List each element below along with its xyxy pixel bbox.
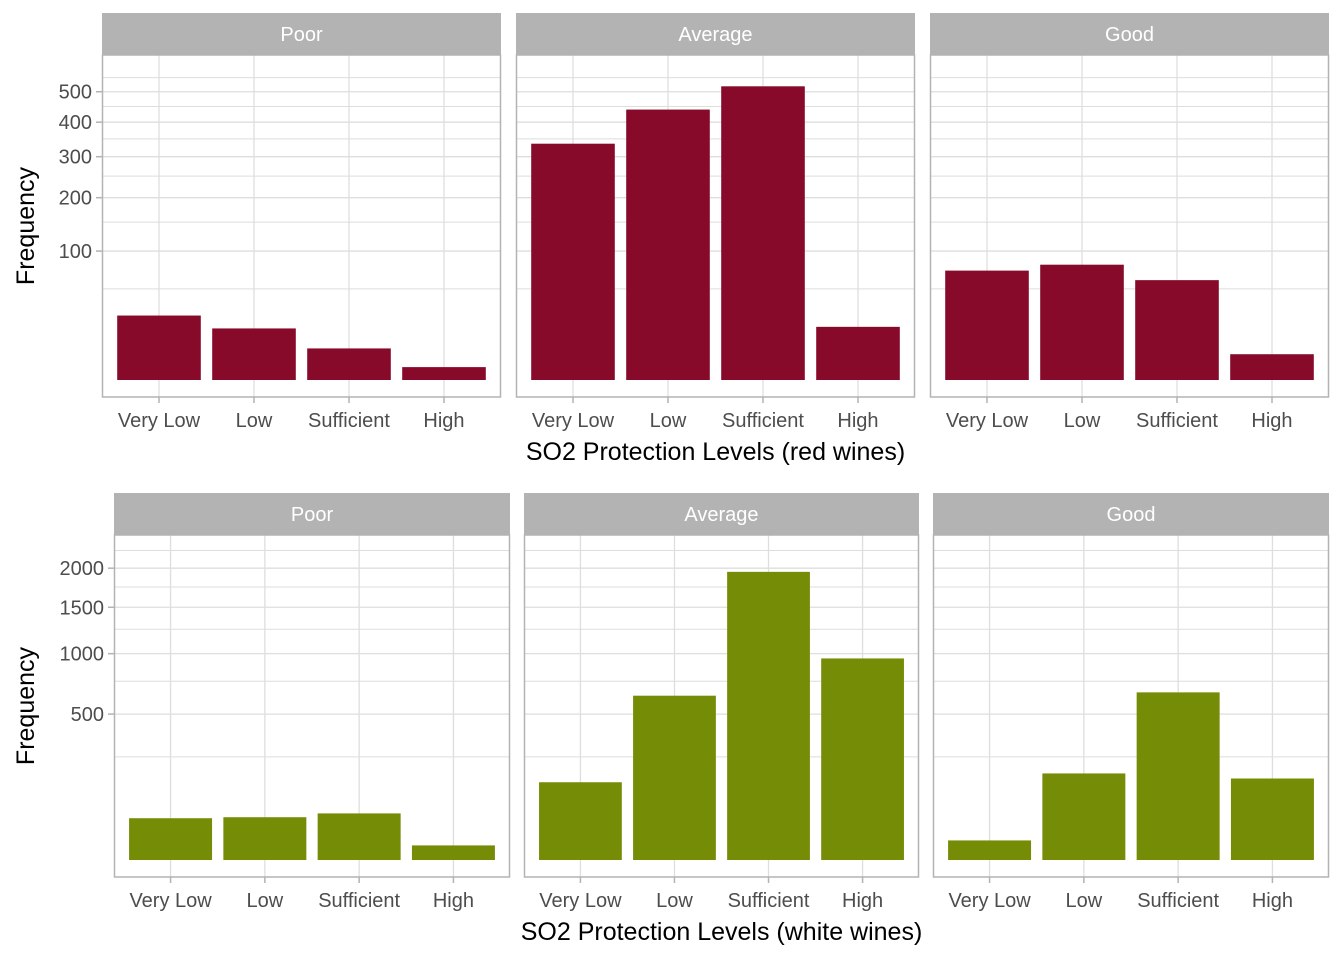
bar-1-poor-sufficient xyxy=(317,813,401,860)
bar-0-good-low xyxy=(1040,264,1124,380)
bar-0-average-high xyxy=(816,326,900,380)
x-tick-label-0-poor-1: Low xyxy=(236,410,273,432)
x-tick-label-1-average-2: Sufficient xyxy=(728,890,810,912)
panel-border-1-poor xyxy=(113,534,511,878)
bar-0-good-sufficient xyxy=(1135,280,1219,380)
x-tick-label-0-good-0: Very Low xyxy=(946,410,1029,432)
x-tick-label-0-good-1: Low xyxy=(1064,410,1101,432)
x-tick-label-0-poor-2: Sufficient xyxy=(308,410,390,432)
y-tick-label-0-1: 200 xyxy=(59,188,92,210)
strip-1-poor xyxy=(114,493,510,535)
strip-0-good xyxy=(930,13,1329,55)
x-tick-label-1-poor-2: Sufficient xyxy=(318,890,400,912)
bar-1-poor-low xyxy=(223,817,307,860)
bar-1-good-low xyxy=(1042,773,1126,860)
bar-0-poor-very-low xyxy=(117,315,201,380)
bar-0-average-very-low xyxy=(531,143,615,380)
bar-0-poor-high xyxy=(402,367,486,380)
x-tick-label-1-poor-3: High xyxy=(433,890,474,912)
x-tick-label-0-good-2: Sufficient xyxy=(1136,410,1218,432)
bar-0-average-sufficient xyxy=(721,86,805,380)
strip-1-average xyxy=(524,493,919,535)
bar-1-good-sufficient xyxy=(1136,692,1220,860)
bar-1-poor-high xyxy=(411,845,495,860)
x-tick-label-0-poor-3: High xyxy=(423,410,464,432)
x-tick-label-1-poor-1: Low xyxy=(247,890,284,912)
x-tick-label-1-good-3: High xyxy=(1252,890,1293,912)
y-tick-label-0-0: 100 xyxy=(59,241,92,263)
y-tick-label-1-3: 2000 xyxy=(60,558,105,580)
x-axis-title-0: SO2 Protection Levels (red wines) xyxy=(526,438,905,466)
x-tick-label-0-average-3: High xyxy=(837,410,878,432)
bar-1-average-very-low xyxy=(539,782,622,860)
bar-1-good-very-low xyxy=(948,840,1032,860)
x-tick-label-0-good-3: High xyxy=(1251,410,1292,432)
x-tick-label-1-average-3: High xyxy=(842,890,883,912)
x-tick-label-1-good-0: Very Low xyxy=(948,890,1031,912)
strip-label-1-good: Good xyxy=(1107,504,1156,526)
x-tick-label-0-average-1: Low xyxy=(650,410,687,432)
bar-1-average-sufficient xyxy=(727,571,810,860)
strip-label-1-average: Average xyxy=(684,504,758,526)
panel-border-0-poor xyxy=(101,54,502,398)
bar-0-average-low xyxy=(626,109,710,381)
y-axis-title-0: Frequency xyxy=(12,166,40,285)
panel-border-0-average xyxy=(515,54,916,398)
bar-1-average-high xyxy=(821,658,904,860)
panel-border-1-good xyxy=(932,534,1330,878)
y-tick-label-1-2: 1500 xyxy=(60,597,105,619)
x-tick-label-0-poor-0: Very Low xyxy=(118,410,201,432)
strip-label-1-poor: Poor xyxy=(291,504,334,526)
bar-0-poor-low xyxy=(212,328,296,380)
y-tick-label-0-3: 400 xyxy=(59,112,92,134)
panel-border-1-average xyxy=(523,534,920,878)
strip-1-good xyxy=(933,493,1329,535)
bar-0-good-high xyxy=(1230,354,1314,380)
y-tick-label-0-4: 500 xyxy=(59,82,92,104)
bar-1-average-low xyxy=(633,695,716,860)
x-tick-label-1-good-2: Sufficient xyxy=(1137,890,1219,912)
strip-0-poor xyxy=(102,13,501,55)
panel-border-0-good xyxy=(929,54,1330,398)
strip-label-0-average: Average xyxy=(678,24,752,46)
x-tick-label-0-average-2: Sufficient xyxy=(722,410,804,432)
x-tick-label-1-good-1: Low xyxy=(1066,890,1103,912)
strip-label-0-good: Good xyxy=(1105,24,1154,46)
strip-0-average xyxy=(516,13,915,55)
bar-0-good-very-low xyxy=(945,270,1029,380)
bar-1-poor-very-low xyxy=(129,818,213,860)
strip-label-0-poor: Poor xyxy=(280,24,323,46)
x-axis-title-1: SO2 Protection Levels (white wines) xyxy=(521,918,923,946)
x-tick-label-1-average-1: Low xyxy=(656,890,693,912)
x-tick-label-1-poor-0: Very Low xyxy=(129,890,212,912)
y-tick-label-1-1: 1000 xyxy=(60,644,105,666)
y-tick-label-1-0: 500 xyxy=(71,704,104,726)
bar-1-good-high xyxy=(1230,778,1314,860)
x-tick-label-0-average-0: Very Low xyxy=(532,410,615,432)
bar-0-poor-sufficient xyxy=(307,348,391,380)
y-tick-label-0-2: 300 xyxy=(59,147,92,169)
x-tick-label-1-average-0: Very Low xyxy=(539,890,622,912)
y-axis-title-1: Frequency xyxy=(12,646,40,765)
